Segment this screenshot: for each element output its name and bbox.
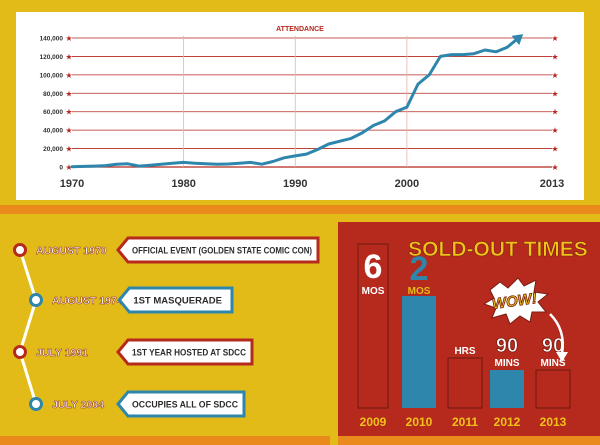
star-marker: ★ <box>551 34 558 43</box>
timeline-date: JULY 1991 <box>36 347 88 359</box>
star-marker: ★ <box>65 126 72 135</box>
panel-divider <box>330 214 338 445</box>
wow-text: WOW! <box>491 290 538 313</box>
x-tick-label: 1990 <box>283 178 307 190</box>
gridlines: ★ ★ ★ ★ ★ ★ ★ ★ ★ ★ ★ ★ ★ ★ ★ ★ <box>65 34 558 172</box>
bar-value-number: 90 <box>542 335 564 357</box>
bar-category-label: 2012 <box>494 415 521 429</box>
y-tick-label: 80,000 <box>43 91 63 98</box>
event-tag <box>117 286 234 314</box>
chart-title: ATTENDANCE <box>276 26 324 33</box>
timeline-dot <box>13 243 27 257</box>
timeline-item: AUGUST 1974 1ST MASQUERADE <box>29 286 234 314</box>
x-tick-label: 1970 <box>60 178 84 190</box>
wow-burst-shape <box>482 277 550 325</box>
star-marker: ★ <box>551 163 558 172</box>
bar-category-label: 2011 <box>452 415 478 429</box>
event-tag <box>116 390 246 418</box>
bar-value-unit: MINS <box>541 358 566 369</box>
y-tick-labels: 0 20,000 40,000 60,000 80,000 100,000 120,000 1… <box>40 36 64 172</box>
bar-category-label: 2010 <box>406 415 433 429</box>
bar-value-number: 6 <box>364 248 383 286</box>
attendance-panel <box>16 12 584 200</box>
star-marker: ★ <box>65 71 72 80</box>
y-tick-label: 100,000 <box>40 72 64 79</box>
y-tick-label: 0 <box>59 165 63 172</box>
event-label: 1ST MASQUERADE <box>133 296 222 307</box>
y-tick-label: 40,000 <box>43 128 63 135</box>
x-tick-labels: 1970 1980 1990 2000 2013 <box>60 178 564 190</box>
timeline-dot <box>13 345 27 359</box>
wow-arrow <box>549 313 564 355</box>
bar-value-unit: MOS <box>408 286 431 297</box>
star-marker: ★ <box>65 34 72 43</box>
star-marker: ★ <box>551 71 558 80</box>
attendance-chart: ATTENDANCE ★ ★ ★ ★ ★ ★ ★ ★ ★ ★ ★ ★ ★ ★ ★ ★ 0 20,000 40,00… <box>40 26 565 190</box>
bottom-band-right <box>338 436 600 445</box>
event-tag <box>116 338 254 366</box>
x-tick-label: 2013 <box>540 178 564 190</box>
bar <box>402 296 436 408</box>
wow-arrowhead <box>556 352 568 362</box>
x-tick-label: 1980 <box>171 178 195 190</box>
bar-value-unit: HRS <box>454 346 475 357</box>
timeline: AUGUST 1970 OFFICIAL EVENT (GOLDEN STATE … <box>13 236 320 418</box>
star-marker: ★ <box>65 52 72 61</box>
event-label: 1ST YEAR HOSTED AT SDCC <box>132 348 246 359</box>
event-label: OCCUPIES ALL OF SDCC <box>132 400 238 411</box>
sold-out-chart: SOLD-OUT TIMES 6MOS20092MOS20102HRS20119… <box>357 238 588 429</box>
star-marker: ★ <box>65 89 72 98</box>
timeline-date: AUGUST 1970 <box>36 245 107 257</box>
timeline-item: JULY 2004 OCCUPIES ALL OF SDCC <box>29 390 246 418</box>
bar <box>535 369 571 409</box>
timeline-date: AUGUST 1974 <box>52 295 123 307</box>
star-marker: ★ <box>65 145 72 154</box>
wow-callout: WOW! <box>482 277 568 362</box>
star-marker: ★ <box>551 89 558 98</box>
timeline-item: AUGUST 1970 OFFICIAL EVENT (GOLDEN STATE … <box>13 236 320 264</box>
timeline-item: JULY 1991 1ST YEAR HOSTED AT SDCC <box>13 338 254 366</box>
sold-out-title: SOLD-OUT TIMES <box>408 238 588 261</box>
bar-value-number: 2 <box>456 310 475 348</box>
timeline-date: JULY 2004 <box>52 399 104 411</box>
bar-category-label: 2009 <box>360 415 387 429</box>
star-marker: ★ <box>65 108 72 117</box>
star-marker: ★ <box>551 108 558 117</box>
bar-value-number: 90 <box>496 335 518 357</box>
x-tick-label: 2000 <box>395 178 419 190</box>
y-tick-label: 140,000 <box>40 36 64 43</box>
star-marker: ★ <box>551 145 558 154</box>
event-label: OFFICIAL EVENT (GOLDEN STATE COMIC CON) <box>132 246 312 257</box>
bottom-band-left <box>0 436 330 445</box>
event-tag <box>116 236 320 264</box>
star-marker: ★ <box>551 126 558 135</box>
bar <box>447 357 483 409</box>
timeline-dot <box>29 293 43 307</box>
bar <box>357 243 389 409</box>
y-tick-label: 120,000 <box>40 54 64 61</box>
y-tick-label: 60,000 <box>43 109 63 116</box>
bar <box>490 370 524 408</box>
orange-band <box>0 205 600 214</box>
bar-value-number: 2 <box>410 250 429 288</box>
bar-value-unit: MOS <box>362 286 385 297</box>
star-marker: ★ <box>65 163 72 172</box>
bar-value-unit: MINS <box>495 358 520 369</box>
star-marker: ★ <box>551 52 558 61</box>
series-line <box>70 36 520 169</box>
bar-category-label: 2013 <box>540 415 567 429</box>
y-tick-label: 20,000 <box>43 146 63 153</box>
timeline-dot <box>29 397 43 411</box>
series-arrowhead <box>511 34 524 46</box>
timeline-connector <box>18 249 38 405</box>
